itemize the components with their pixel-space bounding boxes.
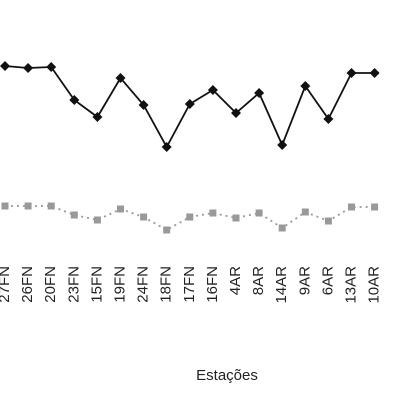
marker (254, 88, 265, 98)
x-tick-label: 8AR (250, 266, 267, 295)
x-tick-label: 10AR (366, 266, 383, 304)
marker (277, 140, 288, 150)
x-tick-label: 15FN (88, 266, 105, 303)
x-tick-label: 9AR (296, 266, 313, 295)
marker (163, 226, 171, 234)
x-tick-label: 19FN (111, 266, 128, 303)
marker (300, 81, 311, 91)
marker (232, 214, 240, 222)
marker (231, 108, 241, 118)
marker (93, 216, 101, 224)
marker (369, 68, 380, 78)
x-tick-label: 13AR (342, 266, 359, 304)
marker (301, 208, 309, 216)
marker (348, 203, 355, 211)
x-tick-label: 26FN (19, 266, 36, 303)
marker (209, 209, 217, 217)
marker (207, 85, 218, 95)
marker (47, 202, 55, 210)
marker (323, 114, 334, 124)
x-tick-label: 6AR (319, 266, 336, 295)
x-tick-label: 4AR (227, 266, 244, 295)
marker (117, 205, 124, 213)
x-tick-label: 17FN (181, 266, 198, 303)
marker (70, 211, 78, 219)
marker (278, 224, 286, 232)
x-tick-label: 24FN (135, 266, 152, 303)
marker (115, 73, 126, 83)
marker (0, 61, 10, 71)
x-axis-label: Estações (196, 367, 258, 384)
marker (371, 203, 379, 211)
marker (1, 202, 9, 210)
x-tick-label: 23FN (65, 266, 82, 303)
marker (46, 62, 57, 72)
x-tick-label: 14AR (273, 266, 290, 304)
marker (138, 100, 149, 110)
x-tick-label: 20FN (42, 266, 59, 303)
marker (346, 68, 357, 78)
x-tick-label: 27FN (0, 266, 13, 303)
marker (255, 209, 263, 217)
marker (184, 99, 195, 109)
marker (24, 202, 32, 210)
marker (186, 213, 194, 221)
x-tick-label: 16FN (204, 266, 221, 303)
marker (23, 63, 34, 73)
marker (324, 217, 332, 225)
marker (69, 95, 80, 105)
marker (92, 112, 103, 122)
x-tick-label: 18FN (158, 266, 175, 303)
marker (161, 142, 172, 152)
marker (140, 213, 148, 221)
